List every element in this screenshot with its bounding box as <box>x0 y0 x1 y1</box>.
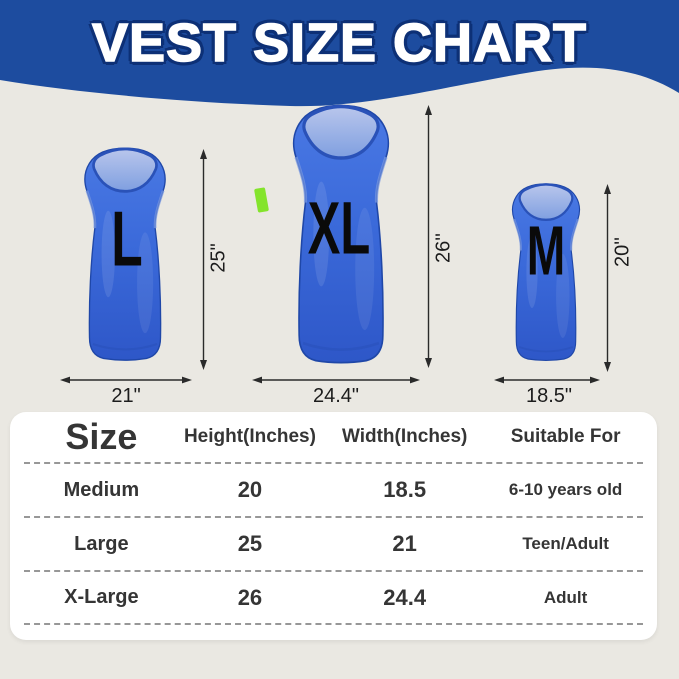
cell-size: Medium <box>63 478 140 501</box>
vest-graphic-large <box>84 147 166 361</box>
size-table-card: Size Height(Inches) Width(Inches) Suitab… <box>10 412 657 640</box>
height-arrow-xlarge <box>425 105 432 368</box>
column-header-size: Size <box>65 416 138 457</box>
cell-width: 21 <box>392 531 417 556</box>
cell-height: 26 <box>237 584 263 610</box>
vest-graphic-medium <box>511 183 581 361</box>
cell-width: 24.4 <box>383 584 427 610</box>
width-dim-medium: 18.5" <box>525 385 573 407</box>
cell-size: X-Large <box>64 586 139 608</box>
vest-label-large: L <box>111 194 143 283</box>
table-row-xlarge: X-Large 26 24.4 Adult <box>24 572 643 625</box>
vest-label-medium: M <box>526 211 566 290</box>
table-row-medium: Medium 20 18.5 6-10 years old <box>24 464 643 518</box>
height-dim-xlarge: 26'' <box>432 233 455 263</box>
cell-height: 25 <box>237 531 263 556</box>
width-dim-xlarge: 24.4" <box>312 385 360 407</box>
cell-size: Large <box>74 532 129 555</box>
height-arrow-large <box>200 149 207 370</box>
width-arrow-large <box>60 376 192 384</box>
cell-width: 18.5 <box>383 477 427 502</box>
cell-height: 20 <box>237 477 263 502</box>
column-header-suitable: Suitable For <box>510 426 621 447</box>
vest-graphic-xlarge <box>292 104 390 364</box>
width-arrow-medium <box>494 376 600 384</box>
header-banner-wave <box>0 0 679 107</box>
cell-suitable: Teen/Adult <box>522 534 609 553</box>
table-row-large: Large 25 21 Teen/Adult <box>24 518 643 572</box>
page-title: VEST SIZE CHART <box>91 12 588 74</box>
cell-suitable: 6-10 years old <box>508 480 623 499</box>
cell-suitable: Adult <box>543 587 588 607</box>
height-dim-large: 25" <box>207 243 230 273</box>
column-header-height: Height(Inches) <box>183 426 316 447</box>
width-arrow-xlarge <box>252 376 420 384</box>
column-header-width: Width(Inches) <box>341 426 468 447</box>
height-dim-medium: 20'' <box>611 237 634 267</box>
height-arrow-medium <box>604 184 611 372</box>
table-header-row: Size Height(Inches) Width(Inches) Suitab… <box>24 412 643 464</box>
width-dim-large: 21" <box>111 385 141 407</box>
vest-label-xlarge: XL <box>307 186 371 270</box>
